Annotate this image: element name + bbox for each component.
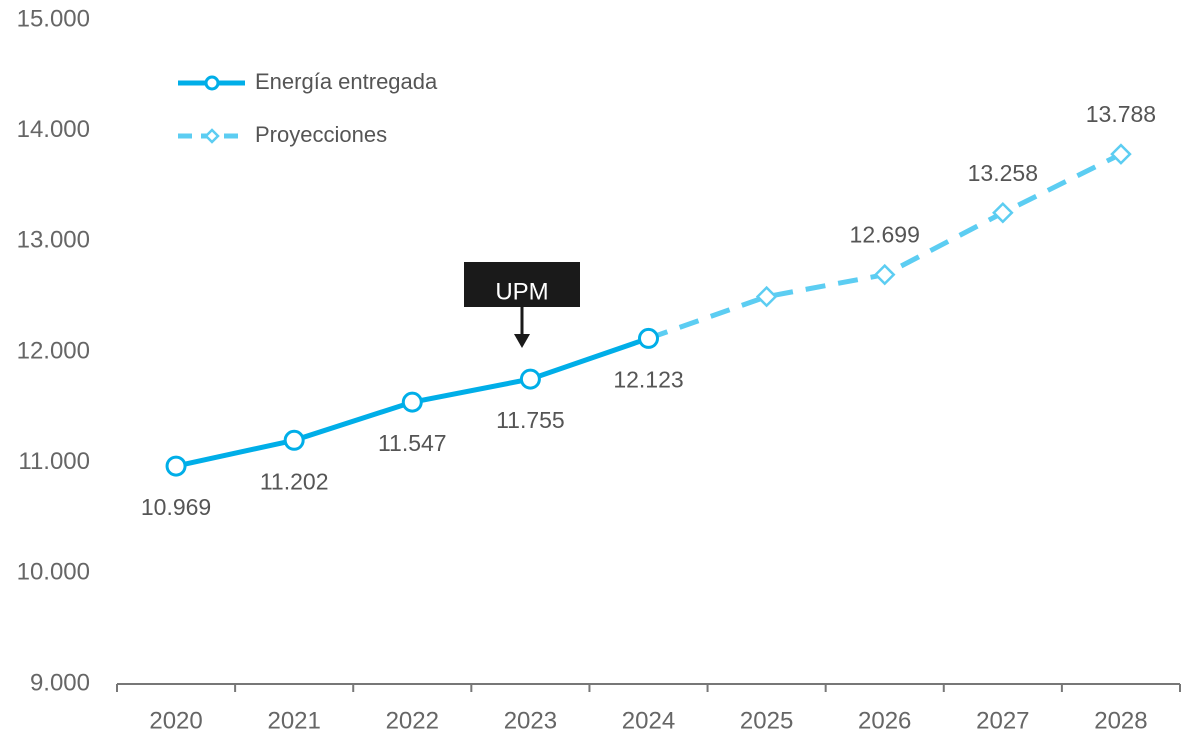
data-point [165,455,187,477]
data-label: 10.969 [141,494,211,520]
annotation-arrowhead [514,334,530,348]
y-tick-label: 15.000 [17,5,90,32]
legend-marker [204,75,220,91]
annotation-box [464,262,580,307]
x-tick-label: 2020 [149,707,202,734]
data-label: 13.788 [1086,101,1156,127]
annotation-text: UPM [495,278,548,305]
x-tick-label: 2023 [504,707,557,734]
data-label: 11.202 [260,468,329,494]
y-tick-label: 14.000 [17,116,90,143]
data-point [638,327,659,349]
data-point [401,391,423,413]
y-tick-label: 13.000 [17,227,90,254]
y-tick-label: 9.000 [30,669,90,696]
data-label: 11.755 [496,407,565,433]
x-tick-label: 2028 [1094,707,1147,734]
data-point [1110,143,1132,165]
data-label: 13.258 [968,160,1038,186]
annotation: UPM [464,262,580,348]
x-tick-label: 2022 [386,707,439,734]
x-tick-label: 2021 [267,707,320,734]
data-point [755,285,778,308]
data-point [283,429,305,451]
y-tick-label: 12.000 [17,337,90,364]
x-tick-label: 2024 [622,707,675,734]
data-label: 12.123 [613,366,683,392]
y-tick-label: 10.000 [17,559,90,586]
y-tick-label: 11.000 [18,448,90,475]
data-point [519,368,541,390]
x-tick-label: 2026 [858,707,911,734]
data-point [873,263,896,286]
data-label: 11.547 [378,430,447,456]
legend-label: Energía entregada [255,69,438,94]
x-tick-label: 2027 [976,707,1029,734]
legend-marker [204,128,220,144]
legend-label: Proyecciones [255,122,387,147]
data-point [992,202,1014,224]
data-label: 12.699 [850,222,920,248]
x-tick-label: 2025 [740,707,793,734]
